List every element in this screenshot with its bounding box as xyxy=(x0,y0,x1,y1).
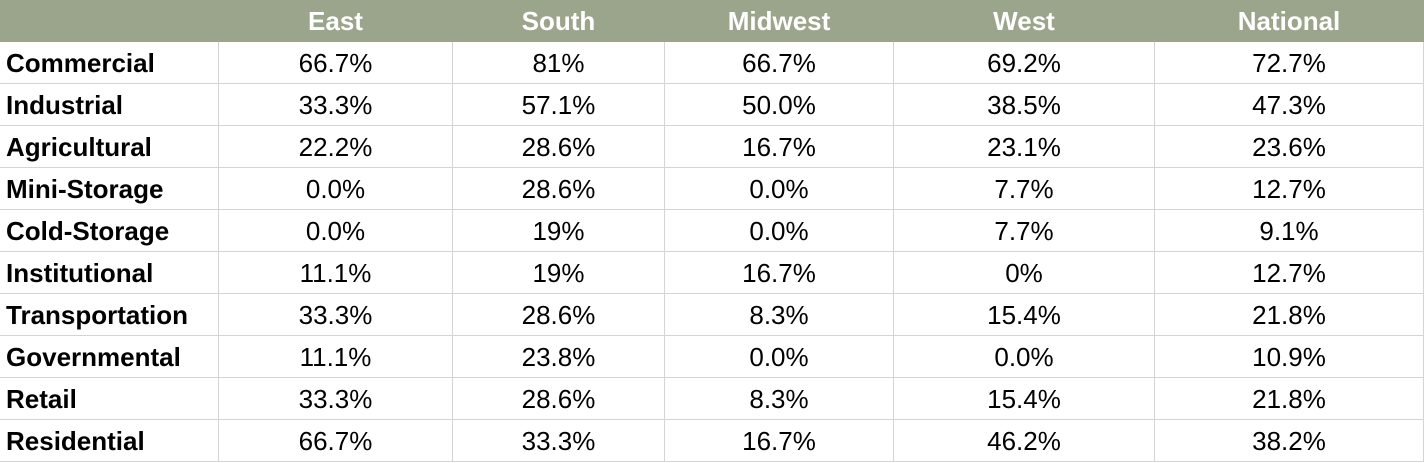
value-cell: 15.4% xyxy=(894,378,1155,420)
value-cell: 7.7% xyxy=(894,210,1155,252)
value-cell: 81% xyxy=(453,42,665,84)
value-cell: 21.8% xyxy=(1155,294,1424,336)
value-cell: 22.2% xyxy=(219,126,453,168)
value-cell: 21.8% xyxy=(1155,378,1424,420)
value-cell: 28.6% xyxy=(453,294,665,336)
row-label: Governmental xyxy=(0,336,219,378)
value-cell: 66.7% xyxy=(219,42,453,84)
value-cell: 23.6% xyxy=(1155,126,1424,168)
value-cell: 0.0% xyxy=(894,336,1155,378)
value-cell: 28.6% xyxy=(453,168,665,210)
value-cell: 9.1% xyxy=(1155,210,1424,252)
value-cell: 0.0% xyxy=(665,336,894,378)
value-cell: 46.2% xyxy=(894,420,1155,462)
value-cell: 0% xyxy=(894,252,1155,294)
value-cell: 0.0% xyxy=(665,168,894,210)
value-cell: 12.7% xyxy=(1155,168,1424,210)
header-corner xyxy=(0,0,219,42)
value-cell: 16.7% xyxy=(665,126,894,168)
value-cell: 7.7% xyxy=(894,168,1155,210)
value-cell: 33.3% xyxy=(219,294,453,336)
row-label: Agricultural xyxy=(0,126,219,168)
value-cell: 10.9% xyxy=(1155,336,1424,378)
value-cell: 47.3% xyxy=(1155,84,1424,126)
value-cell: 16.7% xyxy=(665,252,894,294)
value-cell: 66.7% xyxy=(219,420,453,462)
column-header: East xyxy=(219,0,453,42)
column-header: West xyxy=(894,0,1155,42)
value-cell: 28.6% xyxy=(453,378,665,420)
value-cell: 72.7% xyxy=(1155,42,1424,84)
row-label: Residential xyxy=(0,420,219,462)
row-label: Industrial xyxy=(0,84,219,126)
value-cell: 33.3% xyxy=(453,420,665,462)
value-cell: 50.0% xyxy=(665,84,894,126)
row-label: Commercial xyxy=(0,42,219,84)
value-cell: 0.0% xyxy=(665,210,894,252)
row-label: Transportation xyxy=(0,294,219,336)
value-cell: 16.7% xyxy=(665,420,894,462)
value-cell: 66.7% xyxy=(665,42,894,84)
value-cell: 15.4% xyxy=(894,294,1155,336)
value-cell: 57.1% xyxy=(453,84,665,126)
value-cell: 11.1% xyxy=(219,252,453,294)
row-label: Mini-Storage xyxy=(0,168,219,210)
value-cell: 28.6% xyxy=(453,126,665,168)
value-cell: 23.8% xyxy=(453,336,665,378)
value-cell: 19% xyxy=(453,210,665,252)
value-cell: 0.0% xyxy=(219,168,453,210)
row-label: Retail xyxy=(0,378,219,420)
value-cell: 8.3% xyxy=(665,294,894,336)
value-cell: 33.3% xyxy=(219,378,453,420)
value-cell: 11.1% xyxy=(219,336,453,378)
value-cell: 33.3% xyxy=(219,84,453,126)
value-cell: 38.5% xyxy=(894,84,1155,126)
row-label: Cold-Storage xyxy=(0,210,219,252)
value-cell: 0.0% xyxy=(219,210,453,252)
value-cell: 12.7% xyxy=(1155,252,1424,294)
column-header: Midwest xyxy=(665,0,894,42)
value-cell: 23.1% xyxy=(894,126,1155,168)
row-label: Institutional xyxy=(0,252,219,294)
value-cell: 8.3% xyxy=(665,378,894,420)
value-cell: 69.2% xyxy=(894,42,1155,84)
value-cell: 38.2% xyxy=(1155,420,1424,462)
column-header: National xyxy=(1155,0,1424,42)
value-cell: 19% xyxy=(453,252,665,294)
column-header: South xyxy=(453,0,665,42)
